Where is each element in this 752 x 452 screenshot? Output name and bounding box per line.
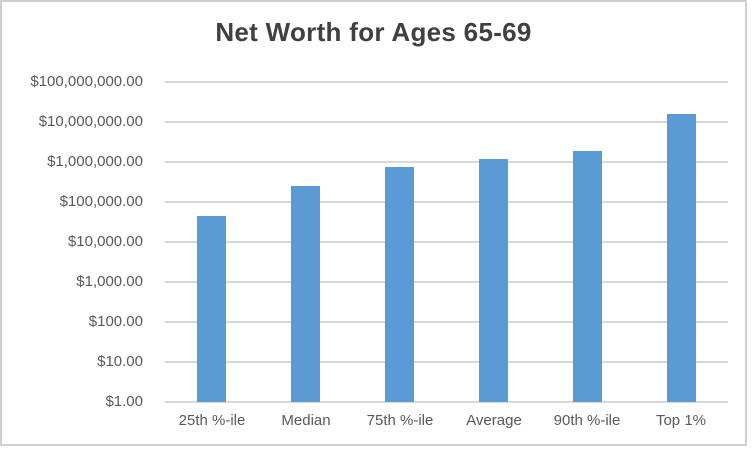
bar-75th-ile: [385, 167, 414, 402]
x-axis-line: [165, 401, 728, 403]
y-gridline: [165, 201, 728, 203]
y-gridline: [165, 121, 728, 123]
x-axis-category-label: Median: [281, 412, 331, 429]
y-gridline: [165, 241, 728, 243]
bar-25th-ile: [197, 216, 226, 402]
bar-median: [291, 186, 320, 402]
y-axis-tick-label: $10,000,000.00: [38, 113, 143, 130]
y-axis-tick-label: $10.00: [97, 353, 143, 370]
bar-average: [479, 159, 508, 402]
y-axis-tick-label: $100.00: [88, 313, 143, 330]
bar-90th-ile: [573, 151, 602, 402]
x-axis-category-label: 75th %-ile: [366, 412, 434, 429]
y-axis-tick-label: $1,000.00: [76, 273, 143, 290]
y-gridline: [165, 361, 728, 363]
y-gridline: [165, 81, 728, 83]
y-axis-tick-label: $100,000.00: [59, 193, 143, 210]
bar-top-1-: [667, 114, 696, 402]
y-gridline: [165, 281, 728, 283]
y-gridline: [165, 161, 728, 163]
x-axis-category-label: Average: [466, 412, 522, 429]
x-axis-category-label: 90th %-ile: [553, 412, 621, 429]
chart-title: Net Worth for Ages 65-69: [215, 17, 532, 47]
x-axis-category-label: 25th %-ile: [178, 412, 246, 429]
y-axis-tick-label: $10,000.00: [67, 233, 143, 250]
y-axis-tick-label: $1,000,000.00: [47, 153, 143, 170]
y-gridline: [165, 321, 728, 323]
x-axis-category-label: Top 1%: [655, 412, 707, 429]
y-axis-tick-label: $100,000,000.00: [30, 73, 143, 90]
y-axis-tick-label: $1.00: [105, 393, 143, 410]
